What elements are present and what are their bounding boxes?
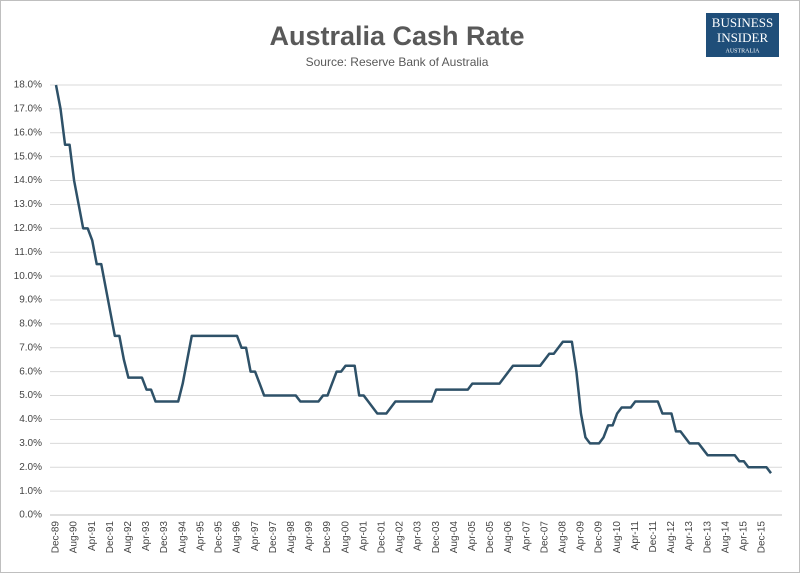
x-tick-label: Aug-94 [177,521,188,554]
x-tick-label: Aug-12 [666,521,677,554]
logo-text: BUSINESS [712,15,773,30]
x-tick-label: Dec-15 [757,521,768,554]
x-tick-label: Apr-93 [141,521,152,551]
y-tick-label: 16.0% [14,127,42,138]
logo-text: AUSTRALIA [726,48,761,54]
x-tick-label: Dec-01 [376,521,387,554]
x-tick-label: Apr-13 [684,521,695,551]
x-tick-label: Apr-07 [521,521,532,551]
y-tick-label: 2.0% [19,462,42,473]
y-tick-label: 13.0% [14,199,42,210]
data-line [54,84,772,474]
logo-box [706,13,779,57]
y-tick-label: 10.0% [14,271,42,282]
x-tick-label: Apr-95 [195,521,206,551]
x-tick-label: Apr-97 [250,521,261,551]
chart-subtitle: Source: Reserve Bank of Australia [306,55,489,69]
x-tick-label: Aug-06 [503,521,514,554]
y-tick-label: 7.0% [19,342,42,353]
y-tick-label: 9.0% [19,295,42,306]
y-tick-label: 1.0% [19,486,42,497]
x-tick-label: Dec-89 [51,521,62,554]
x-tick-label: Dec-95 [214,521,225,554]
y-tick-label: 15.0% [14,151,42,162]
x-tick-label: Apr-01 [358,521,369,551]
x-tick-label: Apr-03 [413,521,424,551]
x-tick-label: Apr-09 [576,521,587,551]
x-tick-label: Dec-09 [594,521,605,554]
logo-text: INSIDER [717,30,769,45]
x-tick-label: Apr-05 [467,521,478,551]
x-tick-label: Aug-96 [232,521,243,554]
x-tick-label: Dec-91 [105,521,116,554]
x-tick-label: Apr-11 [630,521,641,551]
x-tick-label: Dec-11 [648,521,659,553]
x-tick-label: Dec-13 [702,521,713,554]
x-tick-label: Aug-04 [449,521,460,554]
x-tick-label: Dec-97 [268,521,279,554]
x-tick-label: Dec-07 [539,521,550,554]
y-tick-label: 18.0% [14,80,42,91]
y-tick-label: 17.0% [14,104,42,115]
x-tick-label: Dec-93 [159,521,170,554]
x-tick-label: Apr-15 [738,521,749,551]
y-tick-label: 4.0% [19,414,42,425]
y-tick-label: 3.0% [19,438,42,449]
x-tick-label: Dec-99 [322,521,333,554]
x-tick-label: Aug-10 [612,521,623,554]
y-tick-label: 12.0% [14,223,42,234]
y-tick-label: 14.0% [14,175,42,186]
x-tick-label: Apr-91 [87,521,98,551]
y-tick-label: 0.0% [19,510,42,521]
y-tick-label: 11.0% [14,247,42,258]
x-tick-label: Dec-03 [431,521,442,554]
x-tick-label: Aug-92 [123,521,134,554]
x-tick-label: Dec-05 [485,521,496,554]
x-tick-label: Aug-02 [395,521,406,554]
y-tick-label: 8.0% [19,319,42,330]
y-tick-label: 5.0% [19,390,42,401]
x-tick-label: Apr-99 [304,521,315,551]
x-tick-label: Aug-98 [286,521,297,554]
x-tick-label: Aug-14 [720,521,731,554]
y-tick-label: 6.0% [19,366,42,377]
logo: BUSINESS INSIDER AUSTRALIA [706,13,779,57]
chart-title: Australia Cash Rate [269,21,524,51]
x-tick-label: Aug-08 [557,521,568,554]
x-tick-label: Aug-00 [340,521,351,554]
x-tick-label: Aug-90 [69,521,80,554]
